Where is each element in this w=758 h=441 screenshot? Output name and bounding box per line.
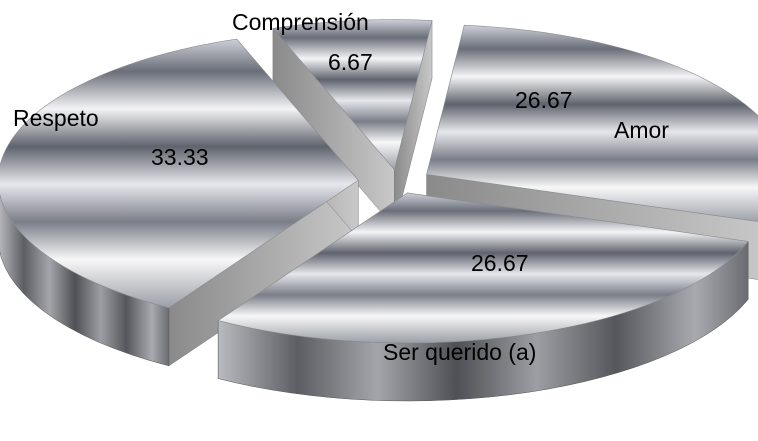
value-label-comprension: 6.67	[328, 49, 373, 75]
category-label-amor: Amor	[614, 117, 669, 143]
category-label-comprension: Comprensión	[232, 9, 369, 35]
slice-top-comprension	[272, 19, 433, 171]
slice-ser-querido	[217, 192, 749, 402]
slice-top-respeto	[0, 38, 359, 309]
slice-comprension	[272, 19, 433, 229]
value-label-ser-querido: 26.67	[471, 250, 529, 276]
slice-respeto	[0, 38, 359, 367]
slice-top-ser-querido	[217, 192, 749, 344]
slice-top-amor	[426, 24, 758, 222]
value-label-amor: 26.67	[515, 87, 573, 113]
value-label-respeto: 33.33	[151, 144, 209, 170]
category-label-respeto: Respeto	[13, 105, 99, 131]
category-label-ser-querido: Ser querido (a)	[383, 339, 536, 365]
